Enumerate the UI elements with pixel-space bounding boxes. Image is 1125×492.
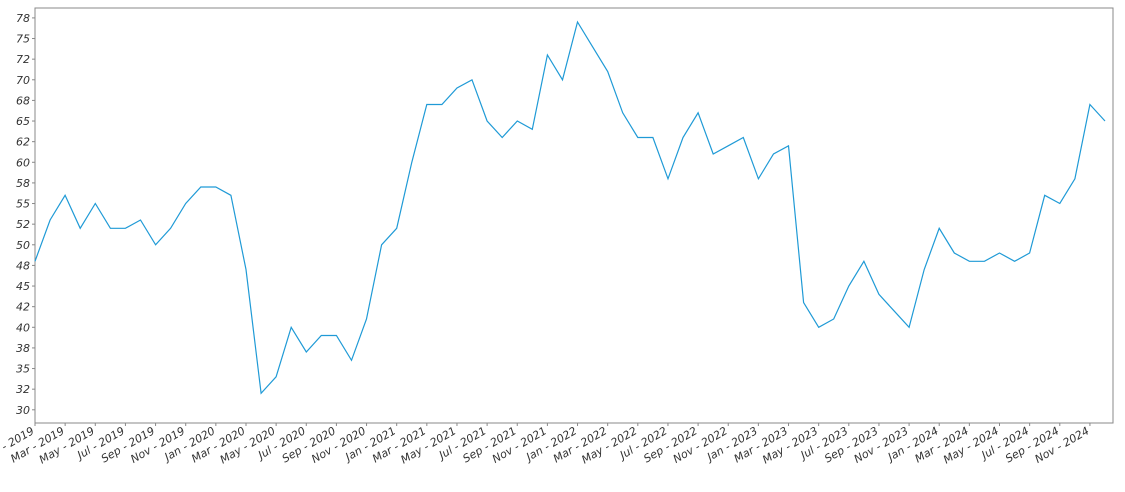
- y-tick-label: 50: [16, 239, 30, 252]
- y-tick-label: 72: [16, 53, 30, 66]
- y-tick-label: 42: [16, 301, 30, 314]
- y-tick-label: 60: [16, 156, 30, 169]
- y-tick-label: 70: [16, 74, 30, 87]
- y-tick-label: 30: [16, 404, 30, 417]
- y-tick-label: 58: [16, 177, 30, 190]
- plot-frame: [34, 7, 1114, 424]
- y-tick-label: 68: [16, 94, 30, 107]
- y-tick-label: 75: [16, 33, 30, 46]
- y-tick-label: 48: [16, 259, 30, 272]
- y-tick-label: 45: [16, 280, 30, 293]
- y-tick-label: 40: [16, 321, 30, 334]
- y-tick-label: 52: [16, 218, 30, 231]
- y-tick-label: 38: [16, 342, 30, 355]
- line-series: [34, 20, 1106, 395]
- y-tick-label: 78: [16, 12, 30, 25]
- y-tick-label: 62: [16, 136, 30, 149]
- y-tick-label: 35: [16, 363, 30, 376]
- y-tick-label: 32: [16, 383, 30, 396]
- y-tick-label: 55: [16, 198, 30, 211]
- y-tick-label: 65: [16, 115, 30, 128]
